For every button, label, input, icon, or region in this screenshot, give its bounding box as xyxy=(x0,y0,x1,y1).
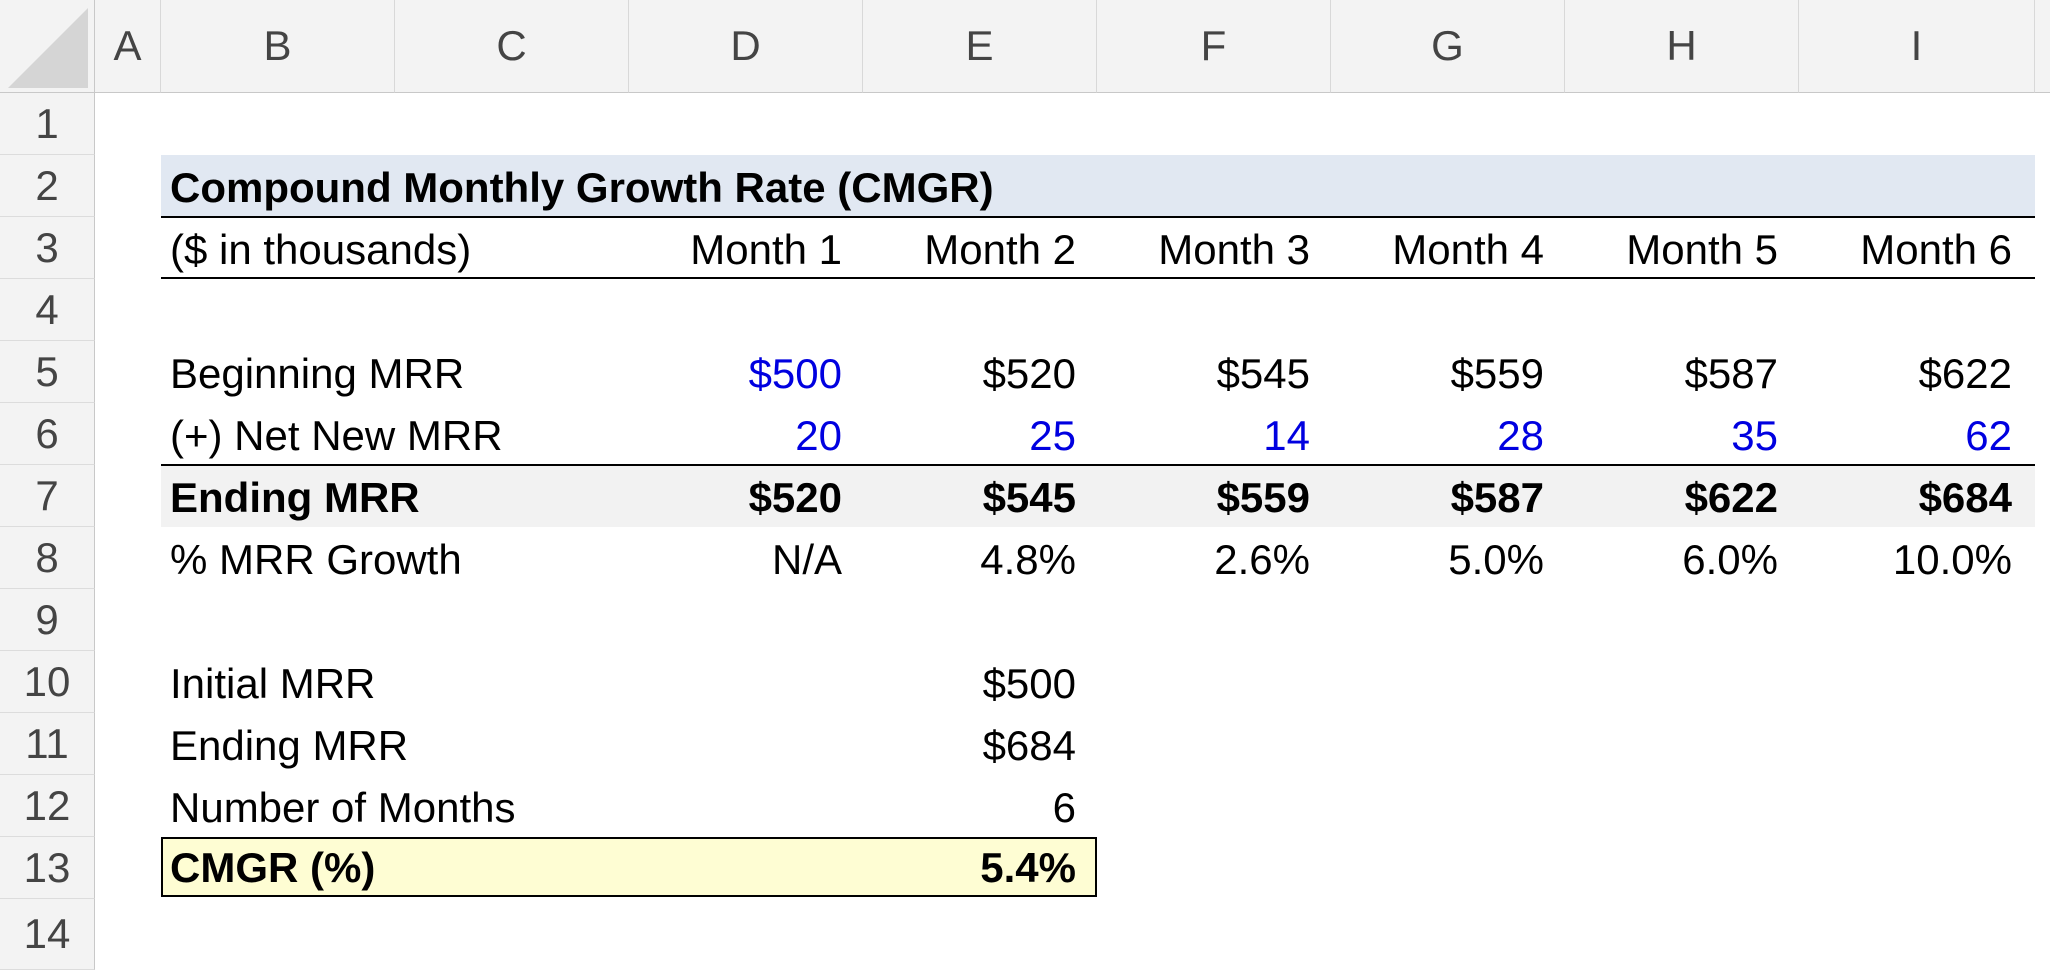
beginning-mrr-month-6[interactable]: $622 xyxy=(1918,350,2012,397)
month-6-header[interactable]: Month 6 xyxy=(1860,226,2012,273)
number-of-months-value[interactable]: 6 xyxy=(1052,784,1076,831)
row-header-5[interactable]: 5 xyxy=(0,341,95,403)
row-header-10[interactable]: 10 xyxy=(0,651,95,713)
ending-mrr-month-3[interactable]: $559 xyxy=(1216,474,1310,521)
cmgr-result-box xyxy=(161,837,1097,897)
beginning-mrr-month-5[interactable]: $587 xyxy=(1684,350,1778,397)
column-header-h[interactable]: H xyxy=(1565,0,1799,93)
summary-ending-mrr-label[interactable]: Ending MRR xyxy=(170,722,409,769)
month-1-header[interactable]: Month 1 xyxy=(690,226,842,273)
select-all-corner[interactable] xyxy=(0,0,95,93)
summary-ending-mrr-value[interactable]: $684 xyxy=(982,722,1076,769)
cmgr-value[interactable]: 5.4% xyxy=(980,844,1076,891)
column-header-d[interactable]: D xyxy=(629,0,863,93)
mrr-growth-month-3[interactable]: 2.6% xyxy=(1214,536,1310,583)
column-header-c[interactable]: C xyxy=(395,0,629,93)
beginning-mrr-month-4[interactable]: $559 xyxy=(1450,350,1544,397)
ending-mrr-month-4[interactable]: $587 xyxy=(1450,474,1544,521)
net-new-mrr-month-2[interactable]: 25 xyxy=(1029,412,1076,459)
ending-mrr-month-6[interactable]: $684 xyxy=(1918,474,2012,521)
number-of-months-label[interactable]: Number of Months xyxy=(170,784,516,831)
ending-mrr-month-5[interactable]: $622 xyxy=(1684,474,1778,521)
column-header-g[interactable]: G xyxy=(1331,0,1565,93)
row-header-4[interactable]: 4 xyxy=(0,279,95,341)
column-header-b[interactable]: B xyxy=(161,0,395,93)
row-header-11[interactable]: 11 xyxy=(0,713,95,775)
beginning-mrr-month-2[interactable]: $520 xyxy=(982,350,1076,397)
net-new-mrr-month-4[interactable]: 28 xyxy=(1497,412,1544,459)
row-header-1[interactable]: 1 xyxy=(0,93,95,155)
mrr-growth-month-6[interactable]: 10.0% xyxy=(1892,536,2012,583)
mrr-growth-label[interactable]: % MRR Growth xyxy=(170,536,462,583)
row-header-8[interactable]: 8 xyxy=(0,527,95,589)
ending-mrr-month-2[interactable]: $545 xyxy=(982,474,1076,521)
title-underline xyxy=(161,216,2035,218)
net-new-mrr-month-1[interactable]: 20 xyxy=(795,412,842,459)
title-band xyxy=(161,155,2035,217)
column-header-overflow xyxy=(2035,0,2050,93)
column-header-e[interactable]: E xyxy=(863,0,1097,93)
ending-mrr-label[interactable]: Ending MRR xyxy=(170,474,420,521)
initial-mrr-value[interactable]: $500 xyxy=(982,660,1076,707)
net-new-mrr-month-3[interactable]: 14 xyxy=(1263,412,1310,459)
row-header-12[interactable]: 12 xyxy=(0,775,95,837)
mrr-growth-month-1[interactable]: N/A xyxy=(771,536,842,583)
net-new-mrr-month-6[interactable]: 62 xyxy=(1965,412,2012,459)
ending-mrr-band xyxy=(161,466,2035,527)
column-header-a[interactable]: A xyxy=(95,0,161,93)
beginning-mrr-month-1[interactable]: $500 xyxy=(748,350,842,397)
cmgr-label[interactable]: CMGR (%) xyxy=(170,844,376,891)
net-new-mrr-label[interactable]: (+) Net New MRR xyxy=(170,412,503,459)
units-label[interactable]: ($ in thousands) xyxy=(170,226,472,273)
month-3-header[interactable]: Month 3 xyxy=(1158,226,1310,273)
column-header-f[interactable]: F xyxy=(1097,0,1331,93)
row-header-6[interactable]: 6 xyxy=(0,403,95,465)
row-header-9[interactable]: 9 xyxy=(0,589,95,651)
header-underline xyxy=(161,277,2035,279)
beginning-mrr-label[interactable]: Beginning MRR xyxy=(170,350,465,397)
table-title[interactable]: Compound Monthly Growth Rate (CMGR) xyxy=(170,164,994,211)
month-5-header[interactable]: Month 5 xyxy=(1626,226,1778,273)
mrr-growth-month-2[interactable]: 4.8% xyxy=(980,536,1076,583)
ending-mrr-month-1[interactable]: $520 xyxy=(748,474,842,521)
mrr-growth-month-4[interactable]: 5.0% xyxy=(1448,536,1544,583)
mrr-growth-month-5[interactable]: 6.0% xyxy=(1682,536,1778,583)
initial-mrr-label[interactable]: Initial MRR xyxy=(170,660,376,707)
month-2-header[interactable]: Month 2 xyxy=(924,226,1076,273)
net-new-mrr-month-5[interactable]: 35 xyxy=(1731,412,1778,459)
column-header-i[interactable]: I xyxy=(1799,0,2035,93)
row-header-2[interactable]: 2 xyxy=(0,155,95,217)
row-header-7[interactable]: 7 xyxy=(0,465,95,527)
row-header-3[interactable]: 3 xyxy=(0,217,95,279)
subtotal-line xyxy=(161,464,2035,466)
row-header-13[interactable]: 13 xyxy=(0,837,95,899)
beginning-mrr-month-3[interactable]: $545 xyxy=(1216,350,1310,397)
row-header-14[interactable]: 14 xyxy=(0,899,95,970)
month-4-header[interactable]: Month 4 xyxy=(1392,226,1544,273)
